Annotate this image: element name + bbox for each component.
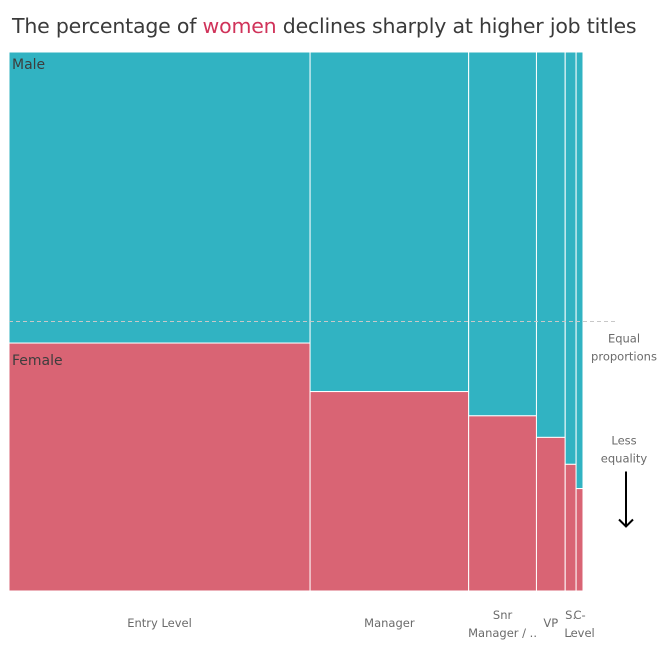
category-label-2-1: Manager / ..: [468, 626, 537, 640]
less-equality-label-1: equality: [601, 452, 648, 466]
category-label-4-1: .: [569, 626, 573, 640]
equal-proportions-label-1: proportions: [591, 350, 657, 364]
category-label-2-0: Snr: [493, 608, 513, 622]
female-segment-0: [8, 342, 311, 592]
title-highlight: women: [202, 14, 277, 38]
male-segment-2: [468, 51, 537, 417]
chart-labels: Entry Level Manager Snr Manager / .. VP S..C-…: [12, 57, 595, 640]
female-segment-3: [535, 436, 566, 592]
down-arrow-head-icon: [618, 518, 634, 528]
male-segment-0: [8, 51, 311, 344]
male-segment-4: [564, 51, 577, 465]
category-label-4-0: S.: [565, 608, 576, 622]
chart-title: The percentage of women declines sharply…: [12, 14, 637, 38]
male-segment-1: [309, 51, 470, 393]
female-segment-1: [309, 391, 470, 592]
category-label-1: Manager: [364, 616, 415, 630]
female-segment-2: [468, 415, 537, 592]
equal-proportions-label-0: Equal: [608, 332, 640, 346]
chart-columns: [8, 51, 584, 592]
chart-annotations: Equal proportions Less equality: [591, 332, 657, 528]
male-segment-5: [575, 51, 584, 490]
female-segment-4: [564, 463, 577, 592]
male-segment-3: [535, 51, 566, 438]
category-label-5-1: Level: [564, 626, 594, 640]
male-series-label: Male: [12, 57, 45, 73]
category-label-5-0: C-: [573, 608, 585, 622]
female-series-label: Female: [12, 353, 63, 369]
category-label-3: VP: [543, 616, 558, 630]
less-equality-label-0: Less: [611, 434, 636, 448]
female-segment-5: [575, 488, 584, 592]
category-label-0: Entry Level: [127, 616, 192, 630]
